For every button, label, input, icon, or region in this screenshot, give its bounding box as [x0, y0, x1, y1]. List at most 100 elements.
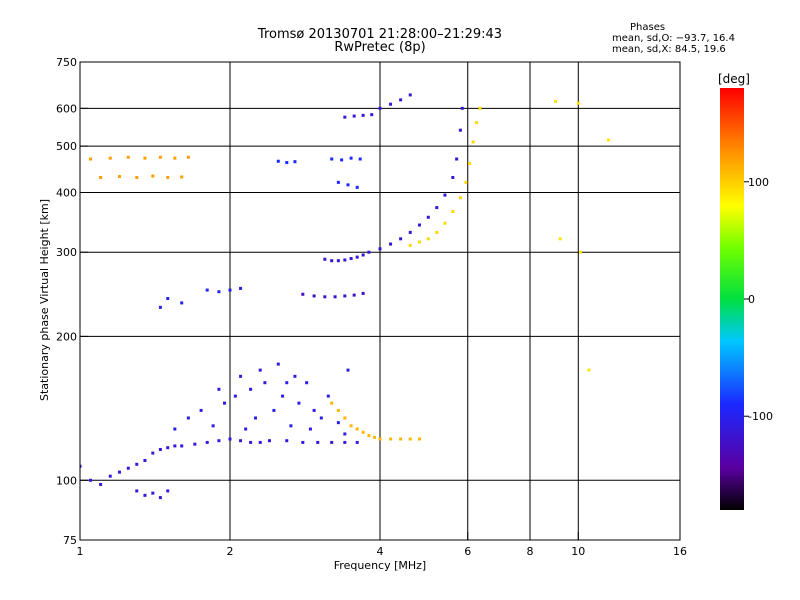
data-point: [468, 161, 472, 165]
data-point: [417, 240, 421, 244]
data-point: [389, 437, 393, 441]
data-point: [180, 301, 184, 305]
data-point: [458, 128, 462, 132]
data-point: [553, 100, 557, 104]
phase-o-stats: mean, sd,O: −93.7, 16.4: [612, 33, 735, 44]
data-point: [166, 489, 170, 493]
data-point: [443, 193, 447, 197]
data-point: [297, 401, 301, 405]
data-point: [330, 401, 334, 405]
data-point: [223, 401, 227, 405]
data-point: [408, 93, 412, 97]
data-point: [158, 155, 162, 159]
data-point: [378, 106, 382, 110]
x-tick-label: 10: [571, 545, 585, 558]
data-point: [455, 157, 459, 161]
y-tick-label: 400: [56, 186, 77, 199]
colorbar-tick-label: -100: [748, 410, 773, 423]
phases-heading: Phases: [630, 22, 666, 33]
colorbar-ticks: 100 0 -100: [744, 176, 773, 423]
data-point: [558, 237, 562, 241]
data-point: [217, 290, 221, 294]
data-point: [205, 288, 209, 292]
y-axis-ticks: 75 100 200 300 400 500 600 750: [56, 56, 88, 547]
y-axis-label: Stationary phase Virtual Height [km]: [38, 199, 51, 401]
data-point: [367, 434, 371, 438]
data-point: [336, 408, 340, 412]
data-point: [239, 439, 243, 443]
data-point: [435, 230, 439, 234]
data-point: [471, 140, 475, 144]
y-tick-label: 600: [56, 102, 77, 115]
data-point: [158, 496, 162, 500]
data-point: [336, 259, 340, 263]
data-point: [285, 439, 289, 443]
data-point: [370, 113, 374, 117]
data-point: [249, 440, 253, 444]
x-tick-label: 16: [673, 545, 687, 558]
data-point: [308, 427, 312, 431]
data-point: [358, 157, 362, 161]
data-point: [211, 424, 215, 428]
data-point: [475, 121, 479, 125]
data-point: [158, 447, 162, 451]
y-tick-label: 750: [56, 56, 77, 69]
data-point: [346, 183, 350, 187]
data-point: [378, 247, 382, 251]
phase-x-stats: mean, sd,X: 84.5, 19.6: [612, 44, 726, 55]
data-point: [217, 387, 221, 391]
data-point: [399, 237, 403, 241]
data-point: [180, 444, 184, 448]
y-tick-label: 100: [56, 474, 77, 487]
data-point: [249, 387, 253, 391]
data-point: [355, 427, 359, 431]
data-point: [389, 102, 393, 106]
x-tick-label: 6: [464, 545, 471, 558]
data-point: [460, 106, 464, 110]
data-point: [361, 291, 365, 295]
data-point: [186, 155, 190, 159]
data-point: [478, 106, 482, 110]
data-point: [180, 175, 184, 179]
data-point: [336, 180, 340, 184]
data-point: [135, 462, 139, 466]
data-point: [343, 258, 347, 262]
data-point: [205, 440, 209, 444]
data-point: [258, 368, 262, 372]
data-point: [99, 482, 103, 486]
colorbar-tick-label: 0: [748, 293, 755, 306]
data-point: [330, 259, 334, 263]
data-point: [143, 156, 147, 160]
data-point: [349, 257, 353, 261]
data-point: [253, 416, 257, 420]
data-point: [239, 374, 243, 378]
data-point: [426, 237, 430, 241]
grid: [80, 62, 680, 540]
data-point: [305, 381, 309, 385]
data-point: [217, 439, 221, 443]
data-point: [312, 294, 316, 298]
data-point: [378, 437, 382, 441]
data-point: [417, 223, 421, 227]
data-point: [285, 381, 289, 385]
data-point: [346, 368, 350, 372]
data-point: [99, 175, 103, 179]
data-point: [361, 430, 365, 434]
data-point: [117, 470, 121, 474]
data-point: [464, 180, 468, 184]
x-tick-label: 8: [527, 545, 534, 558]
data-point: [126, 466, 130, 470]
data-point: [258, 440, 262, 444]
data-point: [151, 491, 155, 495]
data-point: [408, 243, 412, 247]
chart-title: Tromsø 20130701 21:28:00–21:29:43: [257, 27, 503, 42]
data-point: [355, 185, 359, 189]
data-point: [373, 435, 377, 439]
x-tick-label: 4: [377, 545, 384, 558]
data-point: [451, 210, 455, 214]
data-point: [228, 437, 232, 441]
data-point: [89, 157, 93, 161]
data-point: [186, 416, 190, 420]
data-point: [267, 439, 271, 443]
